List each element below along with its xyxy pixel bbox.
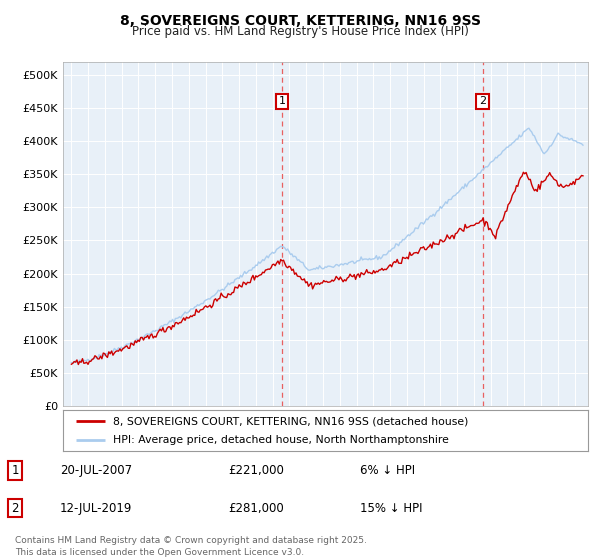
Text: £221,000: £221,000 bbox=[228, 464, 284, 477]
Text: 15% ↓ HPI: 15% ↓ HPI bbox=[360, 502, 422, 515]
Text: Price paid vs. HM Land Registry's House Price Index (HPI): Price paid vs. HM Land Registry's House … bbox=[131, 25, 469, 38]
Text: 1: 1 bbox=[278, 96, 286, 106]
Text: 6% ↓ HPI: 6% ↓ HPI bbox=[360, 464, 415, 477]
Text: 8, SOVEREIGNS COURT, KETTERING, NN16 9SS: 8, SOVEREIGNS COURT, KETTERING, NN16 9SS bbox=[119, 14, 481, 28]
Text: 20-JUL-2007: 20-JUL-2007 bbox=[60, 464, 132, 477]
Text: Contains HM Land Registry data © Crown copyright and database right 2025.
This d: Contains HM Land Registry data © Crown c… bbox=[15, 536, 367, 557]
Text: 8, SOVEREIGNS COURT, KETTERING, NN16 9SS (detached house): 8, SOVEREIGNS COURT, KETTERING, NN16 9SS… bbox=[113, 417, 468, 426]
Text: £281,000: £281,000 bbox=[228, 502, 284, 515]
Text: 2: 2 bbox=[11, 502, 19, 515]
Text: 1: 1 bbox=[11, 464, 19, 477]
Text: 12-JUL-2019: 12-JUL-2019 bbox=[60, 502, 133, 515]
Text: HPI: Average price, detached house, North Northamptonshire: HPI: Average price, detached house, Nort… bbox=[113, 435, 449, 445]
Text: 2: 2 bbox=[479, 96, 487, 106]
